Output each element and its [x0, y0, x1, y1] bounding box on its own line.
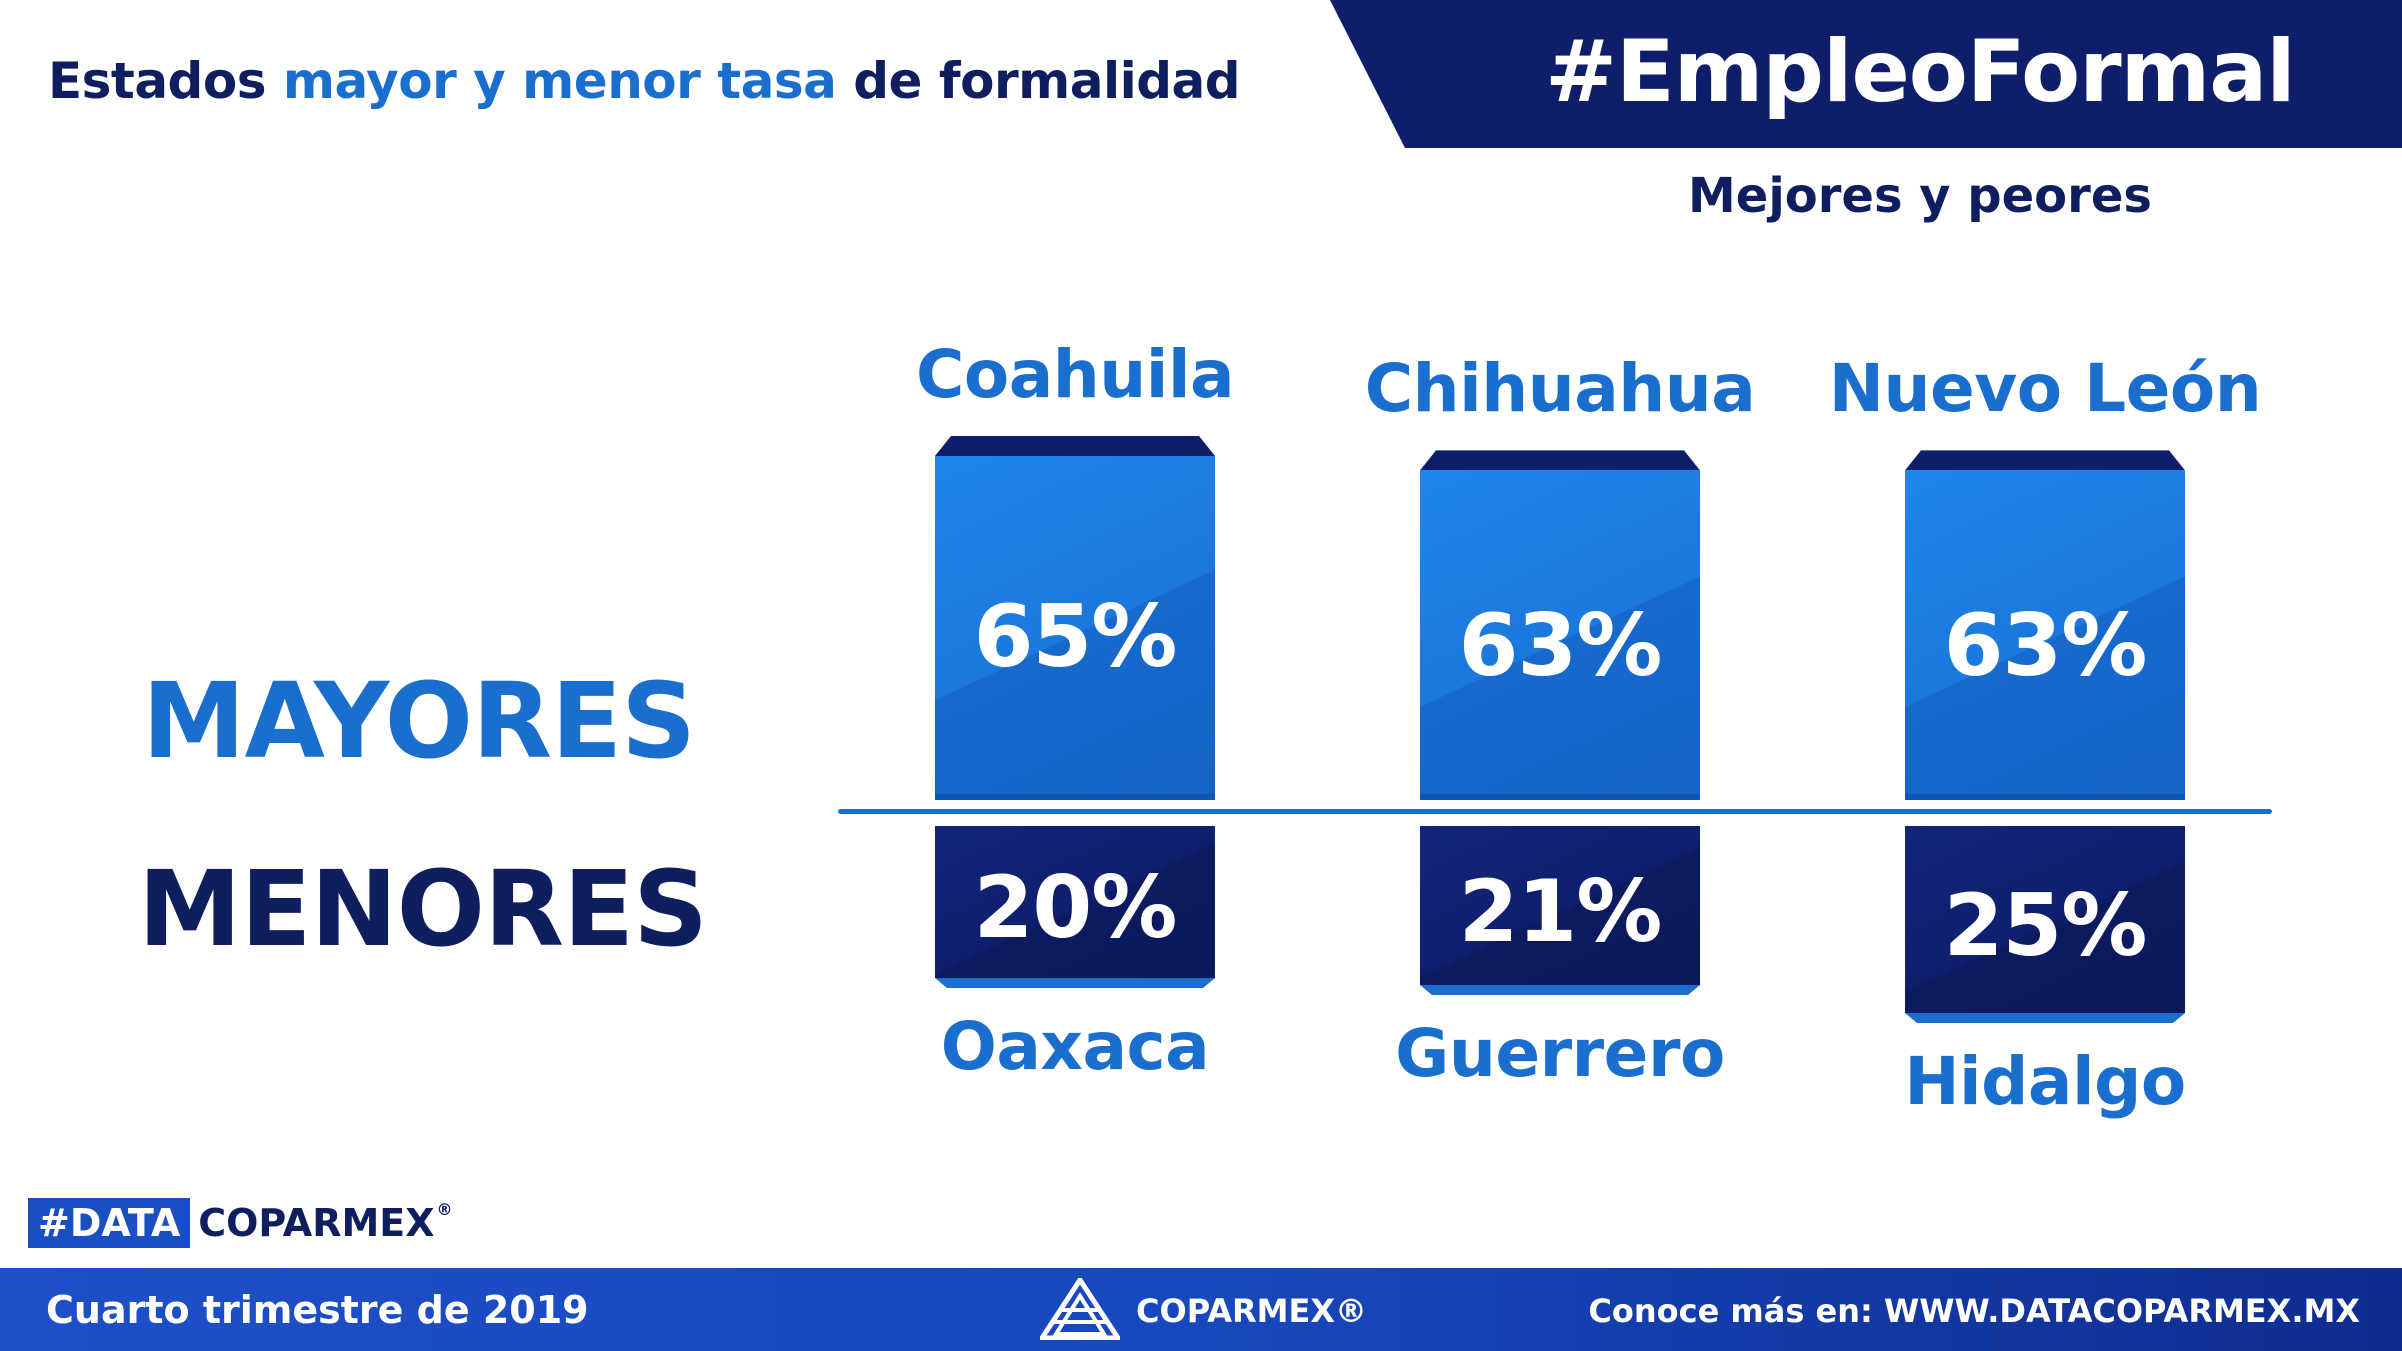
brand-registered-mark: ® — [436, 1200, 453, 1219]
bar-mayor-nuevo-leon: 63% — [1905, 470, 2185, 800]
state-label-oaxaca: Oaxaca — [940, 1008, 1210, 1085]
footer-period: Cuarto trimestre de 2019 — [46, 1288, 589, 1332]
state-label-nuevo-leon: Nuevo León — [1828, 350, 2262, 428]
state-label-hidalgo: Hidalgo — [1904, 1043, 2186, 1120]
hashtag-banner — [1330, 0, 2402, 148]
data-label-hidalgo: 25% — [1943, 875, 2148, 976]
data-label-nuevo-leon: 63% — [1943, 595, 2148, 696]
footer-link: Conoce más en: WWW.DATACOPARMEX.MX — [1588, 1292, 2360, 1330]
footer-logo-text: COPARMEX® — [1136, 1292, 1367, 1330]
title-part-2: de formalidad — [836, 52, 1241, 110]
title-part-1: Estados — [48, 52, 283, 110]
state-label-guerrero: Guerrero — [1395, 1015, 1725, 1092]
data-coparmex-logo: #DATA COPARMEX ® — [28, 1198, 453, 1248]
chart-baseline — [838, 809, 2272, 814]
data-label-guerrero: 21% — [1458, 861, 1663, 962]
bar-menor-oaxaca: 20% — [935, 826, 1215, 978]
bar-mayor-chihuahua: 63% — [1420, 470, 1700, 800]
brand-name: COPARMEX — [198, 1201, 435, 1245]
state-label-coahuila: Coahuila — [915, 336, 1235, 413]
footer-bar: Cuarto trimestre de 2019 COPARMEX® Conoc… — [0, 1268, 2402, 1351]
coparmex-logo-icon — [1040, 1278, 1120, 1340]
title-highlight: mayor y menor tasa — [282, 52, 837, 110]
bar-menor-guerrero: 21% — [1420, 826, 1700, 985]
bar-mayor-coahuila: 65% — [935, 456, 1215, 800]
data-label-oaxaca: 20% — [973, 858, 1178, 958]
data-label-coahuila: 65% — [973, 586, 1178, 687]
data-label-chihuahua: 63% — [1458, 595, 1663, 696]
bar-menor-hidalgo: 25% — [1905, 826, 2185, 1013]
page-title: Estados mayor y menor tasa de formalidad — [48, 52, 1241, 110]
chart-subtitle: Mejores y peores — [1688, 168, 2152, 224]
hashtag-text: #EmpleoFormal — [1545, 22, 2296, 122]
section-label-menores: MENORES — [138, 848, 708, 970]
section-label-mayores: MAYORES — [142, 660, 696, 782]
state-label-chihuahua: Chihuahua — [1364, 350, 1756, 428]
brand-tag: #DATA — [28, 1198, 191, 1248]
